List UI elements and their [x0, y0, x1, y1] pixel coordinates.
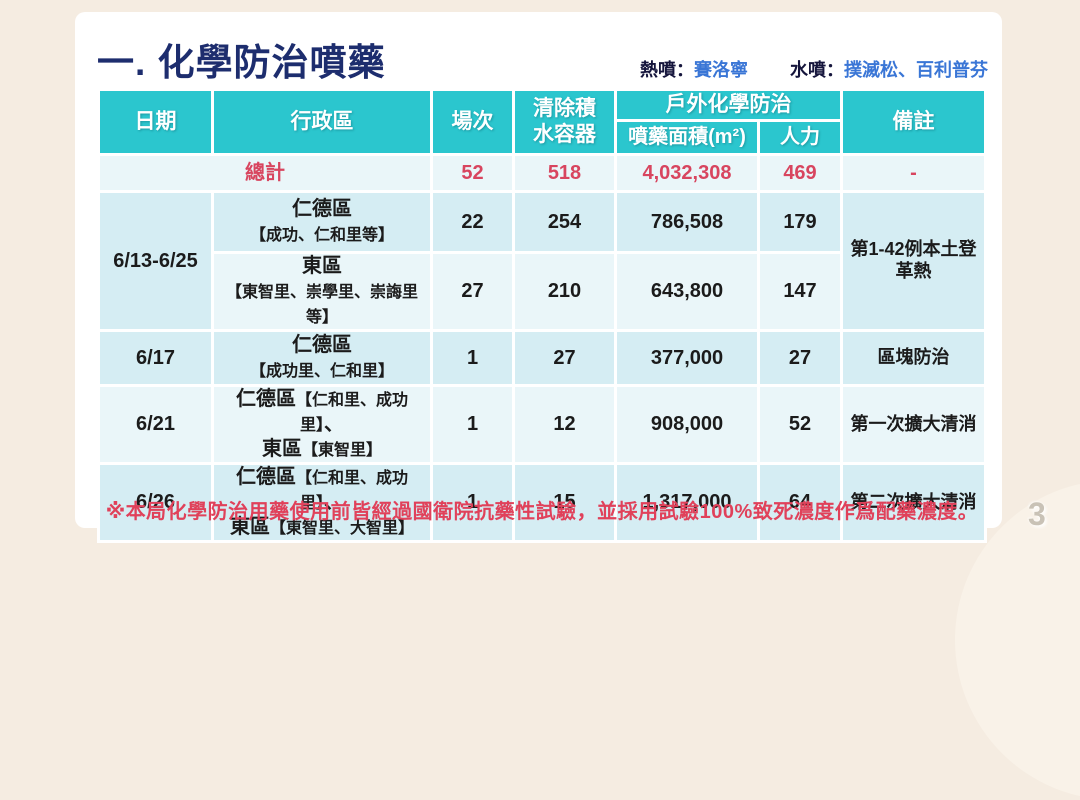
- district-line: 東區: [216, 254, 428, 279]
- district-line: 【成功里、仁和里】: [216, 358, 428, 383]
- area-cell: 643,800: [617, 254, 757, 329]
- water-spray-label: 水噴：: [790, 60, 844, 80]
- col-header-date: 日期: [100, 91, 211, 153]
- col-header-manpower: 人力: [760, 122, 840, 153]
- district-cell: 仁德區【成功里、仁和里】: [214, 332, 430, 384]
- district-name: 仁德區: [235, 466, 296, 488]
- district-line: 仁德區: [216, 333, 428, 358]
- hot-spray-label: 熱噴：: [640, 60, 694, 80]
- sessions-cell: 1: [433, 332, 512, 384]
- manpower-cell: 27: [760, 332, 840, 384]
- district-name: 東區: [261, 438, 302, 460]
- district-name: 仁德區: [292, 198, 352, 220]
- district-name: 、: [324, 491, 344, 513]
- date-cell: 6/26: [100, 465, 211, 540]
- col-header-outdoor: 戶外化學防治: [617, 91, 840, 119]
- hot-spray-value: 賽洛寧: [694, 60, 748, 80]
- district-line: 東區【東智里】: [216, 437, 428, 462]
- table-row: 6/17 仁德區 【成功里、仁和里】 1 27 377,000 27 區塊防治: [100, 332, 984, 384]
- district-cell: 仁德區【仁和里、成功里】、 東區【東智里、大智里】: [214, 465, 430, 540]
- sessions-cell: 27: [433, 254, 512, 329]
- date-cell: 6/17: [100, 332, 211, 384]
- date-cell: 6/13-6/25: [100, 193, 211, 329]
- sessions-cell: 1: [433, 387, 512, 462]
- district-detail: 【東智里】: [301, 442, 382, 459]
- spray-table: 日期 行政區 場次 清除積 水容器 戶外化學防治 備註 噴藥面積(m²) 人力 …: [97, 88, 987, 543]
- manpower-cell: 179: [760, 193, 840, 251]
- district-detail: 【東智里、崇學里、崇誨里等】: [225, 284, 418, 326]
- date-cell: 6/21: [100, 387, 211, 462]
- slide-canvas: 一. 化學防治噴藥 熱噴：賽洛寧 水噴：撲滅松、百利普芬 日期 行政區 場次 清除…: [75, 12, 1002, 543]
- water-spray-value: 撲滅松、百利普芬: [844, 60, 988, 80]
- col-header-sessions: 場次: [433, 91, 512, 153]
- district-detail: 【東智里、大智里】: [269, 520, 414, 537]
- district-name: 仁德區: [292, 334, 352, 356]
- district-line: 仁德區【仁和里、成功里】、: [216, 387, 428, 437]
- total-area: 4,032,308: [617, 156, 757, 190]
- containers-cell: 27: [515, 332, 614, 384]
- col-header-note: 備註: [843, 91, 984, 153]
- district-detail: 【成功、仁和里等】: [249, 227, 394, 244]
- sessions-cell: 22: [433, 193, 512, 251]
- district-detail: 【成功里、仁和里】: [249, 363, 394, 380]
- manpower-cell: 64: [760, 465, 840, 540]
- district-cell: 仁德區【仁和里、成功里】、 東區【東智里】: [214, 387, 430, 462]
- district-line: 仁德區【仁和里、成功里】、: [216, 465, 428, 515]
- total-row: 總計 52 518 4,032,308 469-: [100, 156, 984, 190]
- district-cell: 東區【東智里、崇學里、崇誨里等】: [214, 254, 430, 329]
- col-header-area: 噴藥面積(m²): [617, 122, 757, 153]
- containers-cell: 210: [515, 254, 614, 329]
- district-line: 仁德區: [216, 197, 428, 222]
- district-detail: 【仁和里、成功里】: [295, 392, 408, 434]
- manpower-cell: 147: [760, 254, 840, 329]
- footnote: ※本局化學防治用藥使用前皆經過國衛院抗藥性試驗，並採用試驗100%致死濃度作爲配…: [105, 501, 979, 523]
- table-row: 東區 【東智里、崇學里、崇誨里等】 27 210 643,800 147: [100, 254, 984, 329]
- area-cell: 786,508: [617, 193, 757, 251]
- note-cell: 第二次擴大清消: [843, 465, 984, 540]
- area-cell: 377,000: [617, 332, 757, 384]
- sessions-cell: 1: [433, 465, 512, 540]
- pesticide-legend: 熱噴：賽洛寧 水噴：撲滅松、百利普芬: [640, 56, 988, 82]
- district-cell: 仁德區【成功、仁和里等】: [214, 193, 430, 251]
- area-cell: 1,317,000: [617, 465, 757, 540]
- district-line: 【成功、仁和里等】: [216, 222, 428, 247]
- district-name: 、: [324, 413, 344, 435]
- district-name: 東區: [229, 516, 270, 538]
- total-manpower: 469: [760, 156, 840, 190]
- district-line: 【東智里、崇學里、崇誨里等】: [216, 279, 428, 329]
- table-row: 6/21 仁德區【仁和里、成功里】、 東區【東智里】 1 12 908,000 52 第一次擴…: [100, 387, 984, 462]
- containers-cell: 15: [515, 465, 614, 540]
- page-title: 一. 化學防治噴藥: [97, 42, 386, 83]
- area-cell: 908,000: [617, 387, 757, 462]
- col-header-district: 行政區: [214, 91, 430, 153]
- table-row: 6/26 仁德區【仁和里、成功里】、 東區【東智里、大智里】 1 15 1,317,000…: [100, 465, 984, 540]
- containers-cell: 12: [515, 387, 614, 462]
- containers-cell: 254: [515, 193, 614, 251]
- district-line: 東區【東智里、大智里】: [216, 515, 428, 540]
- col-header-containers: 清除積 水容器: [515, 91, 614, 153]
- table-row: 6/13-6/25 仁德區 【成功、仁和里等】 22 254 786,508 179 第1-4…: [100, 193, 984, 329]
- total-note: -: [843, 156, 984, 190]
- total-label: 總計: [100, 156, 430, 190]
- manpower-cell: 52: [760, 387, 840, 462]
- note-cell: 第1-42例本土登革熱: [843, 193, 984, 329]
- district-name: 東區: [302, 255, 342, 277]
- district-name: 仁德區: [235, 388, 296, 410]
- district-detail: 【仁和里、成功里】: [295, 470, 408, 512]
- note-cell: 第一次擴大清消: [843, 387, 984, 462]
- total-containers: 518: [515, 156, 614, 190]
- page-number: 3: [1028, 496, 1046, 532]
- note-cell: 區塊防治: [843, 332, 984, 384]
- total-sessions: 52: [433, 156, 512, 190]
